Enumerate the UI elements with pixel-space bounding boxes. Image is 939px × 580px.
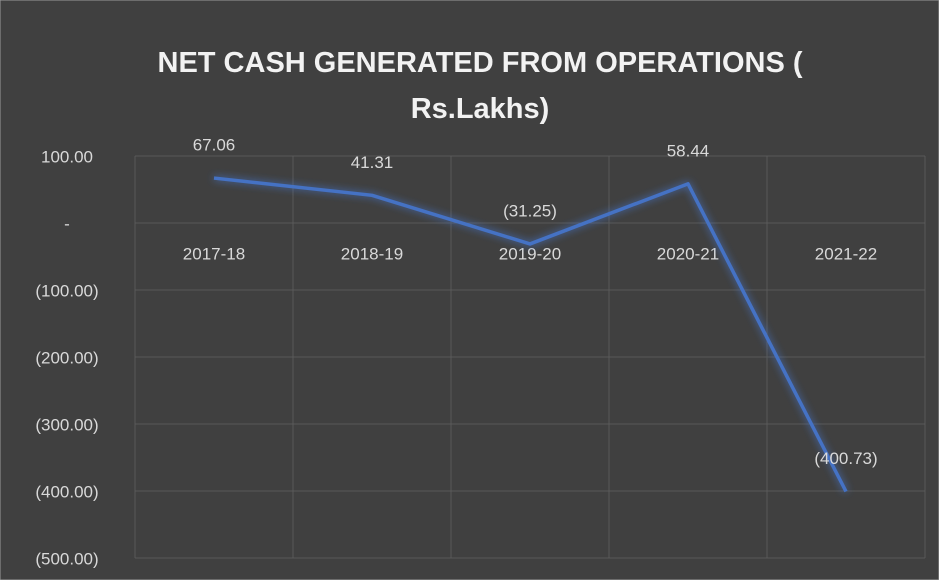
data-label: 41.31 [351, 153, 394, 172]
data-label: (31.25) [503, 201, 557, 220]
y-tick-label: - [64, 214, 70, 233]
data-line [213, 176, 848, 493]
x-tick-label: 2018-19 [341, 244, 403, 263]
y-tick-label: (200.00) [35, 348, 98, 367]
data-label: (400.73) [814, 449, 877, 468]
y-tick-label: (100.00) [35, 281, 98, 300]
y-tick-label: (500.00) [35, 549, 98, 568]
x-tick-label: 2021-22 [815, 244, 877, 263]
data-label: 58.44 [667, 141, 710, 160]
y-tick-label: (400.00) [35, 482, 98, 501]
y-tick-label: 100.00 [41, 147, 93, 166]
x-tick-label: 2017-18 [183, 244, 245, 263]
data-label: 67.06 [193, 136, 236, 155]
x-tick-label: 2019-20 [499, 244, 561, 263]
chart-title: NET CASH GENERATED FROM OPERATIONS ( Rs.… [157, 47, 803, 125]
y-tick-label: (300.00) [35, 415, 98, 434]
x-tick-label: 2020-21 [657, 244, 719, 263]
